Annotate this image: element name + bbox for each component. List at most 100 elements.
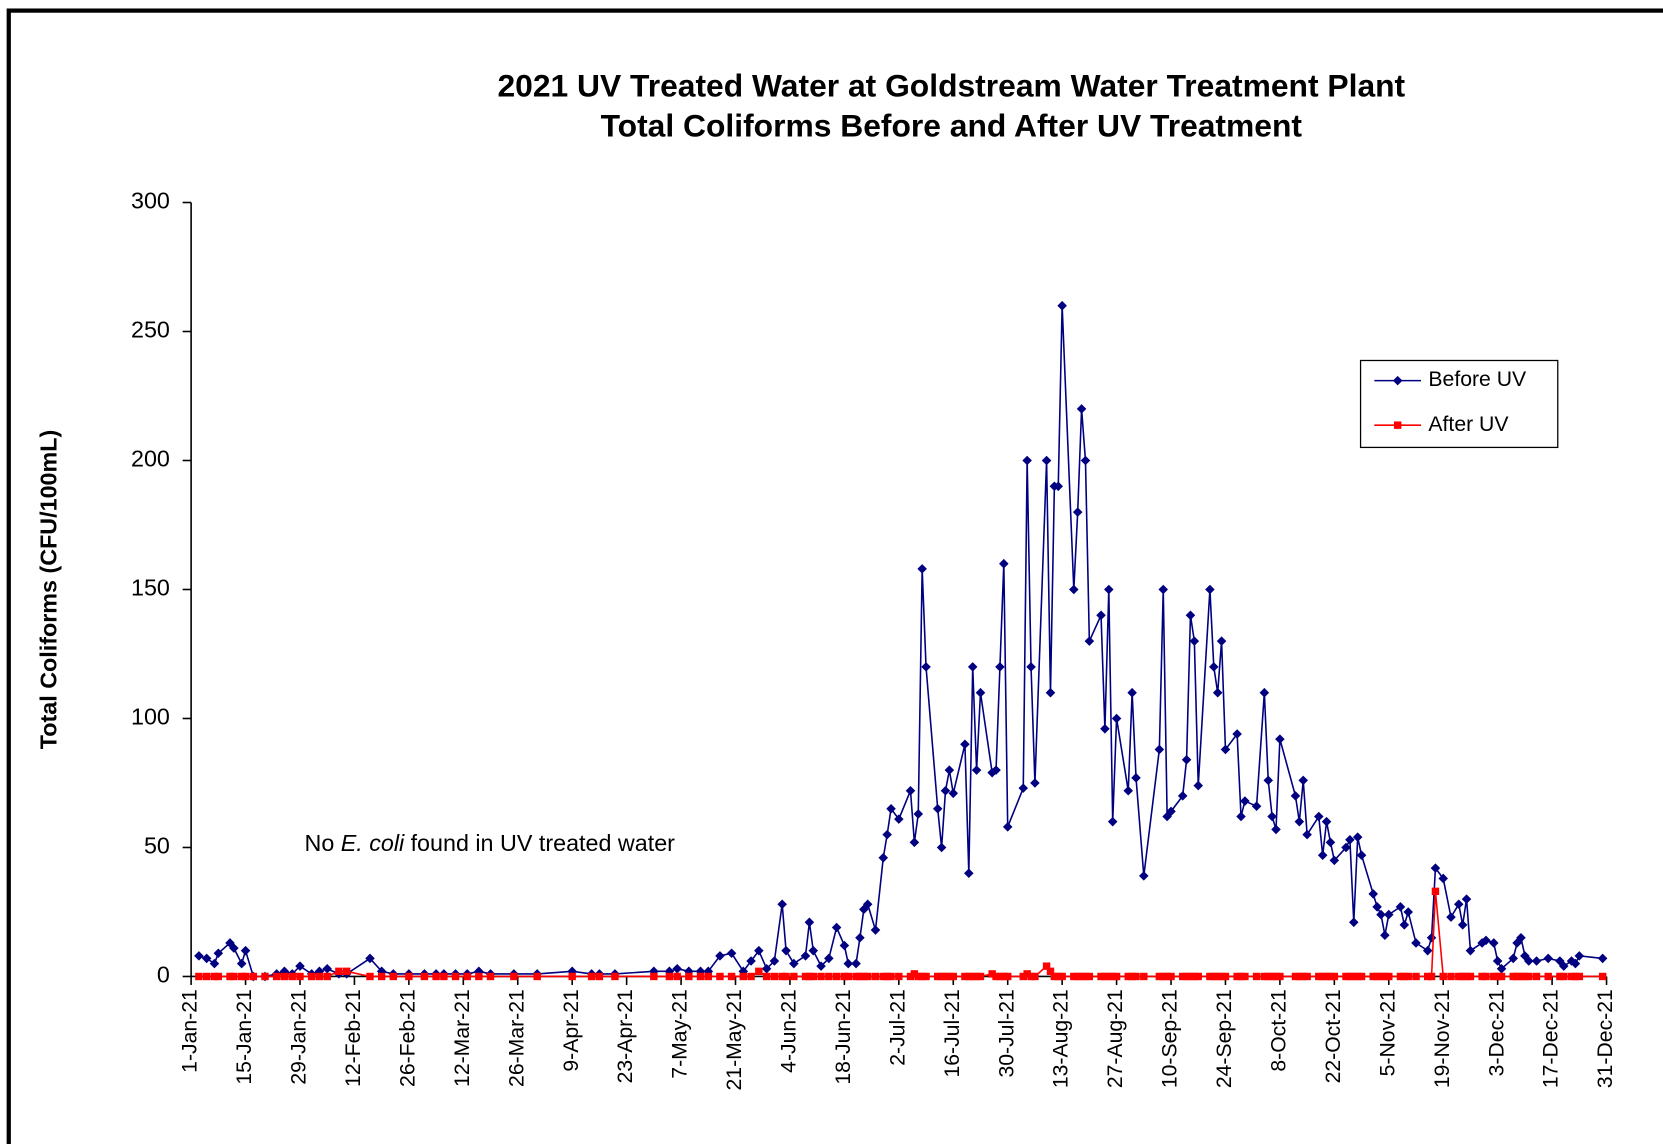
point [1567,972,1576,981]
point [1385,972,1393,981]
x-tick-label: 12-Mar-21 [451,989,474,1087]
point [870,925,881,935]
y-tick-label: 150 [131,575,170,601]
point [595,972,604,981]
point [1481,935,1491,946]
point [968,972,977,981]
point [1205,584,1215,595]
point [949,972,957,981]
x-tick-label: 31-Dec-21 [1594,989,1617,1088]
point [1251,801,1262,811]
point [864,972,872,981]
point [1381,972,1389,981]
point [941,972,950,981]
x-tick-label: 8-Oct-21 [1267,989,1290,1071]
point [1076,404,1087,414]
annotation: No E. coli found in UV treated water [305,830,676,856]
point [1271,824,1281,835]
point [936,842,947,853]
point [1190,972,1199,981]
point [1352,832,1363,842]
y-tick-label: 50 [144,833,170,859]
point [971,765,982,775]
legend-label: Before UV [1428,368,1527,391]
point [1372,902,1382,912]
point [1525,972,1533,981]
point [1189,636,1200,646]
point [1003,972,1012,981]
point [1523,956,1534,966]
point [214,972,223,981]
point [366,972,374,981]
point [960,739,970,750]
point [1276,972,1284,981]
point [1154,744,1165,755]
point [855,933,865,943]
point [1597,953,1608,964]
point [1158,584,1169,595]
point [871,972,880,981]
series [195,887,1607,981]
point [716,972,724,981]
x-tick-label: 19-Nov-21 [1431,989,1454,1088]
point [1070,972,1078,981]
point [241,972,250,981]
point [1462,972,1471,981]
point [1045,687,1056,698]
point [1073,972,1082,981]
point [1465,945,1476,956]
point [315,972,324,981]
point [1558,961,1569,971]
point [1159,972,1167,981]
point [1482,972,1490,981]
point [1422,945,1433,956]
point [1193,780,1204,791]
point [1384,909,1394,920]
point [905,785,916,796]
point [906,972,915,981]
point [1185,610,1196,621]
point [816,961,826,971]
point [883,972,891,981]
point [839,940,850,951]
point [921,662,931,672]
point [944,765,955,775]
point [1002,822,1013,832]
point [342,967,351,976]
point [832,972,841,981]
point [910,970,919,978]
point [1069,584,1079,595]
point [672,963,682,974]
point [1026,662,1036,672]
legend-marker [1392,375,1403,386]
point [1260,972,1269,981]
x-tick-label: 13-Aug-21 [1050,989,1073,1088]
x-tick-label: 2-Jul-21 [886,989,909,1066]
point [1431,887,1440,896]
point [568,972,576,981]
point [1252,972,1261,981]
point [1030,778,1040,788]
point [1000,972,1008,981]
point [1178,972,1187,981]
point [1155,972,1164,981]
point [1369,972,1377,981]
point [1377,972,1385,981]
point [914,972,922,981]
point [800,951,811,961]
point [1097,972,1105,981]
point [611,972,619,981]
point [195,972,203,981]
point [210,972,219,981]
point [1357,972,1366,981]
point [747,972,755,981]
point [249,972,258,981]
point [295,961,305,971]
point [1570,958,1581,969]
point [782,972,790,981]
point [727,972,736,981]
point [804,917,815,928]
point [844,972,852,981]
point [704,972,712,981]
